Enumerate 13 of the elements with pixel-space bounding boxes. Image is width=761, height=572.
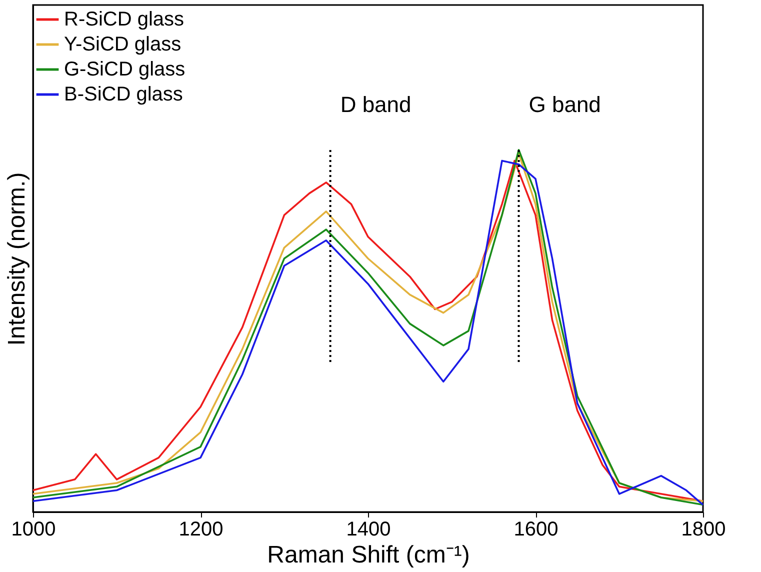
legend-label: B-SiCD glass <box>64 84 183 106</box>
ref-line-label: G band <box>528 92 601 117</box>
x-tick-label: 1400 <box>346 518 391 540</box>
x-tick-label: 1600 <box>514 518 558 540</box>
legend-label: R-SiCD glass <box>64 8 184 30</box>
x-tick-label: 1000 <box>11 518 56 540</box>
y-axis-title: Intensity (norm.) <box>4 172 30 346</box>
ref-line-label: D band <box>340 92 412 117</box>
x-tick-label: 1200 <box>178 518 224 540</box>
x-axis-title: Raman Shift (cm⁻¹) <box>267 542 470 568</box>
x-tick-label: 1800 <box>681 518 726 540</box>
legend-label: Y-SiCD glass <box>64 34 182 56</box>
legend-label: G-SiCD glass <box>64 58 186 80</box>
